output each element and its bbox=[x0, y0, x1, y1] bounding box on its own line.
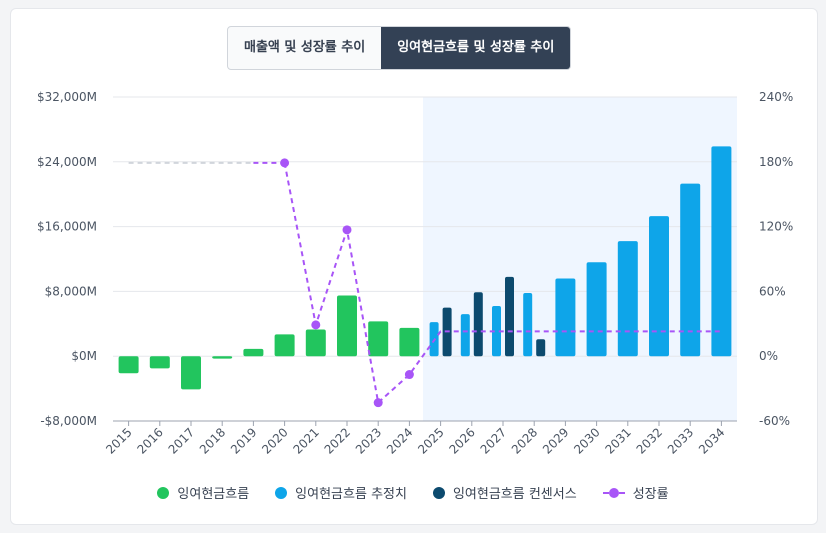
y-left-tick-label: $8,000M bbox=[45, 284, 97, 298]
y-right-tick-label: 240% bbox=[759, 90, 793, 104]
legend-label-estimate: 잉여현금흐름 추정치 bbox=[295, 487, 407, 502]
x-tick-label: 2024 bbox=[384, 425, 415, 456]
bar-fcf-actual bbox=[368, 321, 389, 357]
legend-label-growth: 성장률 bbox=[632, 487, 669, 502]
bar-fcf-actual bbox=[181, 356, 201, 390]
y-left-tick-label: $16,000M bbox=[37, 220, 97, 234]
x-tick-label: 2016 bbox=[134, 425, 165, 456]
x-tick-label: 2030 bbox=[571, 425, 602, 456]
bar-fcf-consensus bbox=[473, 292, 483, 357]
x-tick-label: 2022 bbox=[322, 425, 353, 456]
y-right-tick-label: 120% bbox=[759, 220, 793, 234]
y-left-tick-label: $24,000M bbox=[37, 155, 97, 169]
x-tick-label: 2029 bbox=[540, 425, 571, 456]
x-tick-label: 2018 bbox=[197, 425, 228, 456]
bar-fcf-estimate bbox=[649, 216, 669, 357]
legend-item-growth[interactable]: 성장률 bbox=[602, 483, 669, 502]
bar-fcf-actual bbox=[337, 295, 357, 357]
x-tick-label: 2025 bbox=[415, 425, 446, 456]
bar-fcf-actual bbox=[274, 334, 295, 357]
x-tick-label: 2015 bbox=[103, 425, 134, 456]
bar-fcf-actual bbox=[243, 348, 264, 357]
bar-fcf-consensus bbox=[536, 339, 546, 357]
bar-fcf-estimate bbox=[711, 146, 732, 357]
bar-fcf-actual bbox=[149, 356, 170, 369]
legend-item-consensus[interactable]: 잉여현금흐름 컨센서스 bbox=[432, 483, 577, 502]
bar-fcf-estimate bbox=[586, 262, 607, 357]
bar-fcf-actual bbox=[305, 329, 326, 357]
x-tick-label: 2023 bbox=[353, 425, 384, 456]
growth-point bbox=[373, 398, 383, 408]
x-tick-label: 2019 bbox=[228, 425, 259, 456]
x-tick-label: 2034 bbox=[696, 425, 727, 456]
x-tick-label: 2028 bbox=[509, 425, 540, 456]
y-right-tick-label: 60% bbox=[759, 284, 786, 298]
growth-point bbox=[342, 225, 352, 235]
legend-item-estimate[interactable]: 잉여현금흐름 추정치 bbox=[275, 483, 407, 502]
y-left-tick-label: $32,000M bbox=[37, 90, 97, 104]
x-tick-label: 2020 bbox=[259, 425, 290, 456]
bar-fcf-estimate bbox=[460, 314, 470, 357]
y-left-tick-label: $0M bbox=[71, 349, 97, 363]
tab-revenue-growth[interactable]: 매출액 및 성장률 추이 bbox=[244, 40, 366, 55]
bar-fcf-estimate bbox=[492, 305, 501, 357]
x-tick-label: 2031 bbox=[602, 425, 633, 456]
y-right-tick-label: 180% bbox=[759, 155, 793, 169]
legend-marker-actual bbox=[157, 486, 170, 499]
y-left-tick-label: -$8,000M bbox=[40, 414, 97, 428]
legend-item-actual[interactable]: 잉여현금흐름 bbox=[157, 483, 249, 502]
x-tick-label: 2017 bbox=[166, 425, 197, 456]
chart-legend: 잉여현금흐름 잉여현금흐름 추정치 잉여현금흐름 컨센서스 성장률 bbox=[0, 483, 826, 502]
x-tick-label: 2033 bbox=[665, 425, 696, 456]
x-tick-label: 2032 bbox=[634, 425, 665, 456]
legend-marker-estimate bbox=[275, 486, 288, 499]
x-tick-label: 2021 bbox=[290, 425, 321, 456]
chart-tab-group: 매출액 및 성장률 추이 잉여현금흐름 및 성장률 추이 bbox=[227, 26, 572, 70]
growth-line bbox=[283, 162, 722, 405]
legend-marker-growth bbox=[602, 487, 625, 499]
x-tick-label: 2026 bbox=[446, 425, 477, 456]
tab-fcf-growth[interactable]: 잉여현금흐름 및 성장률 추이 bbox=[381, 27, 571, 69]
y-right-tick-label: -60% bbox=[759, 414, 790, 428]
legend-marker-consensus bbox=[432, 486, 445, 499]
legend-label-consensus: 잉여현금흐름 컨센서스 bbox=[452, 487, 577, 502]
bar-fcf-estimate bbox=[617, 241, 638, 357]
legend-label-actual: 잉여현금흐름 bbox=[177, 487, 250, 502]
bar-fcf-actual bbox=[118, 356, 139, 374]
bar-fcf-consensus bbox=[505, 276, 514, 357]
bar-fcf-actual bbox=[212, 356, 233, 359]
x-tick-label: 2027 bbox=[478, 425, 509, 456]
bar-fcf-estimate bbox=[523, 293, 533, 357]
y-right-tick-label: 0% bbox=[759, 349, 778, 363]
growth-point bbox=[404, 370, 414, 380]
bar-fcf-actual bbox=[399, 327, 420, 357]
bar-fcf-estimate bbox=[680, 183, 701, 357]
bar-fcf-estimate bbox=[555, 278, 576, 357]
growth-point bbox=[311, 320, 321, 330]
growth-point bbox=[280, 158, 290, 168]
